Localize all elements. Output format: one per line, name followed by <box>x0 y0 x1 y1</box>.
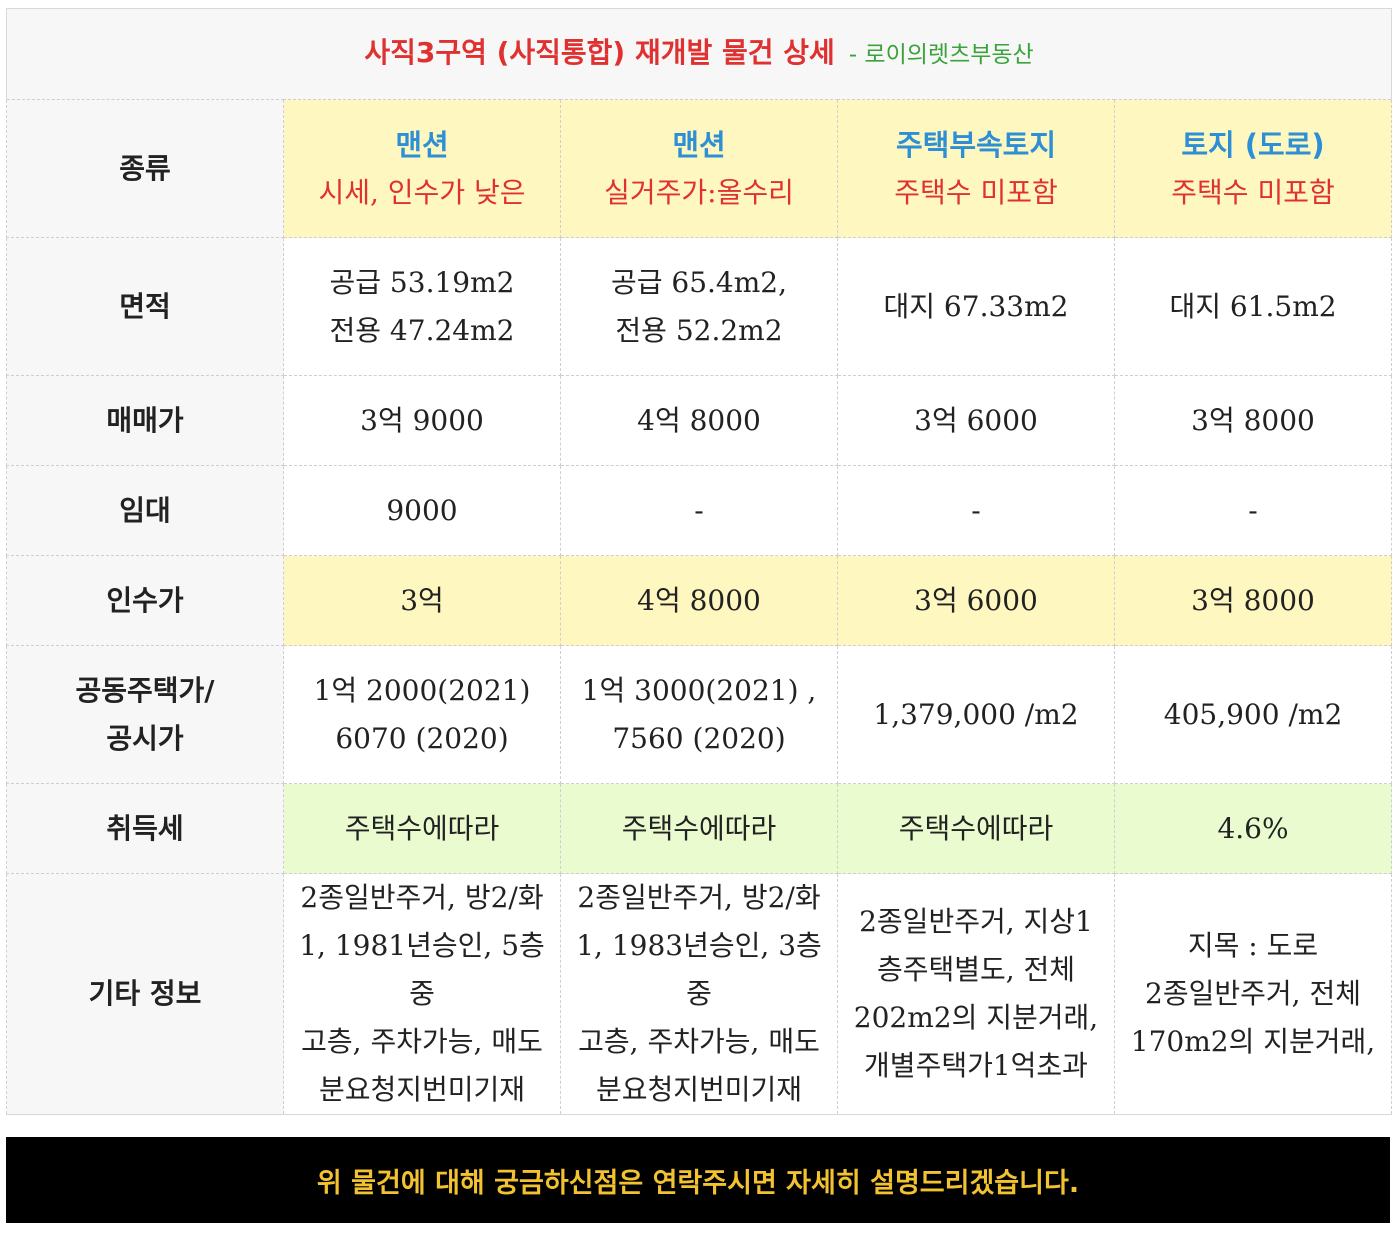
public-price-cell-4: 405,900 /m2 <box>1113 645 1393 784</box>
area-line: 전용 52.2m2 <box>615 313 783 347</box>
lease-cell: - <box>1113 465 1393 556</box>
area-cell-2: 공급 65.4m2, 전용 52.2m2 <box>560 237 838 376</box>
type-name: 맨션 <box>672 127 726 162</box>
public-price-line: 6070 (2020) <box>335 721 509 755</box>
area-cell-4: 대지 61.5m2 <box>1113 237 1393 376</box>
area-line: 전용 47.24m2 <box>329 313 515 347</box>
public-price-cell-3: 1,379,000 /m2 <box>837 645 1115 784</box>
etc-line: 1, 1983년승인, 3층중 <box>576 929 822 1010</box>
table-row-lease: 임대 9000 - - - <box>6 465 1393 556</box>
etc-line: 170m2의 지분거래, <box>1130 1025 1376 1058</box>
price-cell: 4억 8000 <box>560 375 838 466</box>
area-line: 공급 53.19m2 <box>329 265 515 299</box>
row-label-price: 매매가 <box>6 375 284 466</box>
public-price-line: 1억 2000(2021) <box>313 673 531 707</box>
etc-line: 분요청지번미기재 <box>595 1073 803 1106</box>
etc-cell-3: 2종일반주거, 지상1 층주택별도, 전체 202m2의 지분거래, 개별주택가… <box>837 873 1115 1115</box>
area-line: 공급 65.4m2, <box>610 265 788 299</box>
etc-line: 고층, 주차가능, 매도 <box>578 1025 820 1058</box>
etc-line: 분요청지번미기재 <box>318 1073 526 1106</box>
type-name: 주택부속토지 <box>895 127 1057 162</box>
type-name: 맨션 <box>395 127 449 162</box>
etc-line: 202m2의 지분거래, <box>853 1001 1099 1034</box>
row-label-takeover: 인수가 <box>6 555 284 646</box>
table-row-type: 종류 맨션 시세, 인수가 낮은 맨션 실거주가:올수리 주택부속토지 주택수 … <box>6 99 1393 238</box>
price-cell: 3억 9000 <box>283 375 561 466</box>
table-title-cell: 사직3구역 (사직통합) 재개발 물건 상세 - 로이의렛츠부동산 <box>5 8 1393 100</box>
type-cell-3: 주택부속토지 주택수 미포함 <box>837 99 1115 238</box>
tax-cell: 주택수에따라 <box>283 783 561 874</box>
etc-line: 2종일반주거, 방2/화 <box>577 881 821 914</box>
etc-line: 지목 : 도로 <box>1187 929 1319 962</box>
label-line: 공동주택가/ <box>75 673 215 707</box>
type-note: 주택수 미포함 <box>894 175 1058 209</box>
row-label-lease: 임대 <box>6 465 284 556</box>
price-cell: 3억 8000 <box>1113 375 1393 466</box>
etc-line: 개별주택가1억초과 <box>864 1049 1088 1082</box>
etc-line: 2종일반주거, 지상1 <box>859 905 1093 938</box>
table-row-price: 매매가 3억 9000 4억 8000 3억 6000 3억 8000 <box>6 375 1393 466</box>
etc-line: 2종일반주거, 방2/화 <box>300 881 544 914</box>
table-row-area: 면적 공급 53.19m2 전용 47.24m2 공급 65.4m2, 전용 5… <box>6 237 1393 376</box>
tax-cell: 주택수에따라 <box>837 783 1115 874</box>
tax-cell: 4.6% <box>1113 783 1393 874</box>
takeover-cell: 4억 8000 <box>560 555 838 646</box>
row-label-public-price: 공동주택가/ 공시가 <box>6 645 284 784</box>
public-price-cell-1: 1억 2000(2021) 6070 (2020) <box>283 645 561 784</box>
row-label-etc: 기타 정보 <box>6 873 284 1115</box>
row-label-type: 종류 <box>6 99 284 238</box>
etc-line: 2종일반주거, 전체 <box>1145 977 1361 1010</box>
area-cell-1: 공급 53.19m2 전용 47.24m2 <box>283 237 561 376</box>
public-price-line: 7560 (2020) <box>612 721 786 755</box>
public-price-line: 1억 3000(2021) , <box>581 673 817 707</box>
listing-detail-table: 사직3구역 (사직통합) 재개발 물건 상세 - 로이의렛츠부동산 종류 맨션 시… <box>5 8 1393 1115</box>
type-cell-1: 맨션 시세, 인수가 낮은 <box>283 99 561 238</box>
lease-cell: 9000 <box>283 465 561 556</box>
tax-cell: 주택수에따라 <box>560 783 838 874</box>
etc-line: 고층, 주차가능, 매도 <box>301 1025 543 1058</box>
table-row-tax: 취득세 주택수에따라 주택수에따라 주택수에따라 4.6% <box>6 783 1393 874</box>
public-price-cell-2: 1억 3000(2021) , 7560 (2020) <box>560 645 838 784</box>
area-line: 대지 67.33m2 <box>883 289 1069 323</box>
etc-cell-2: 2종일반주거, 방2/화 1, 1983년승인, 3층중 고층, 주차가능, 매… <box>560 873 838 1115</box>
row-label-area: 면적 <box>6 237 284 376</box>
etc-cell-1: 2종일반주거, 방2/화 1, 1981년승인, 5층중 고층, 주차가능, 매… <box>283 873 561 1115</box>
public-price-line: 1,379,000 /m2 <box>873 697 1079 731</box>
price-cell: 3억 6000 <box>837 375 1115 466</box>
area-cell-3: 대지 67.33m2 <box>837 237 1115 376</box>
row-label-tax: 취득세 <box>6 783 284 874</box>
label-line: 공시가 <box>106 721 184 755</box>
etc-cell-4: 지목 : 도로 2종일반주거, 전체 170m2의 지분거래, <box>1113 873 1393 1115</box>
page-subtitle: - 로이의렛츠부동산 <box>848 42 1034 68</box>
type-note: 실거주가:올수리 <box>604 175 794 209</box>
contact-banner-text: 위 물건에 대해 궁금하신점은 연락주시면 자세히 설명드리겠습니다. <box>316 1167 1080 1199</box>
type-note: 주택수 미포함 <box>1171 175 1335 209</box>
area-line: 대지 61.5m2 <box>1169 289 1337 323</box>
etc-line: 층주택별도, 전체 <box>876 953 1076 986</box>
type-cell-4: 토지 (도로) 주택수 미포함 <box>1113 99 1393 238</box>
table-row-public-price: 공동주택가/ 공시가 1억 2000(2021) 6070 (2020) 1억 … <box>6 645 1393 784</box>
type-name: 토지 (도로) <box>1181 127 1325 162</box>
table-row-takeover: 인수가 3억 4억 8000 3억 6000 3억 8000 <box>6 555 1393 646</box>
lease-cell: - <box>837 465 1115 556</box>
takeover-cell: 3억 8000 <box>1113 555 1393 646</box>
type-cell-2: 맨션 실거주가:올수리 <box>560 99 838 238</box>
public-price-line: 405,900 /m2 <box>1163 697 1343 731</box>
takeover-cell: 3억 6000 <box>837 555 1115 646</box>
page-title: 사직3구역 (사직통합) 재개발 물건 상세 <box>364 36 835 69</box>
contact-banner: 위 물건에 대해 궁금하신점은 연락주시면 자세히 설명드리겠습니다. <box>6 1137 1390 1223</box>
table-row-etc: 기타 정보 2종일반주거, 방2/화 1, 1981년승인, 5층중 고층, 주… <box>6 873 1393 1115</box>
etc-line: 1, 1981년승인, 5층중 <box>299 929 545 1010</box>
type-note: 시세, 인수가 낮은 <box>318 175 526 209</box>
lease-cell: - <box>560 465 838 556</box>
table-title-row: 사직3구역 (사직통합) 재개발 물건 상세 - 로이의렛츠부동산 <box>5 8 1393 100</box>
takeover-cell: 3억 <box>283 555 561 646</box>
